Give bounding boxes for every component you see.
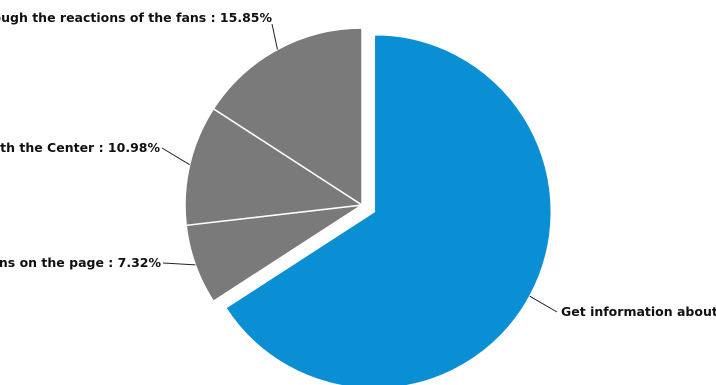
leader-line-2 xyxy=(162,262,196,266)
pie-slice-1 xyxy=(224,33,552,385)
leader-lines xyxy=(161,23,558,313)
slice-label-4: ough the reactions of the fans : 15.85% xyxy=(0,10,272,25)
pie-slice-4 xyxy=(212,27,363,207)
pie-slices xyxy=(184,27,552,385)
leader-line-3 xyxy=(161,147,190,166)
slice-labels: Get information about s ns on the page : … xyxy=(0,10,716,319)
slice-label-3: th the Center : 10.98% xyxy=(0,140,160,155)
leader-line-1 xyxy=(529,295,558,313)
slice-label-1: Get information about s xyxy=(561,304,716,319)
leader-line-4 xyxy=(271,23,278,50)
slice-label-2: ns on the page : 7.32% xyxy=(0,255,161,270)
